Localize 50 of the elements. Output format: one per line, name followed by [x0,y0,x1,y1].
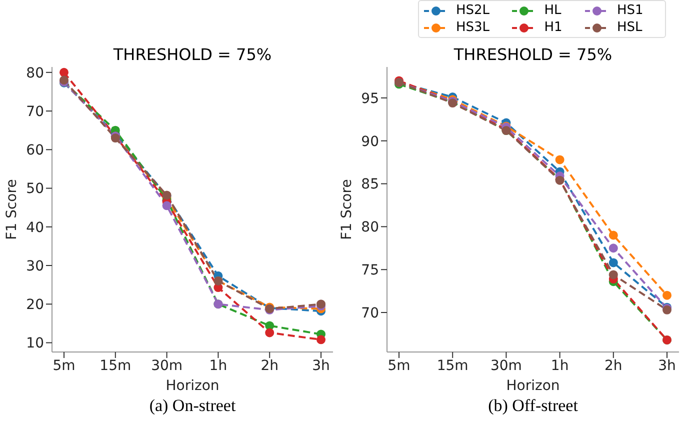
x-tick-label: 1h [209,358,228,374]
x-tick-label: 30m [490,358,522,374]
x-tick-label: 2h [260,358,278,374]
point [608,244,618,253]
point [555,155,564,164]
y-tick-label: 70 [26,104,44,120]
legend-label: HS2L [456,3,490,18]
legend-label: HS3L [456,20,490,35]
x-tick-label: 3h [312,358,330,374]
y-tick-label: 85 [361,176,379,193]
y-tick-label: 95 [361,90,379,107]
y-tick-label: 30 [26,258,44,274]
x-tick-label: 1h [550,358,569,374]
point [265,328,274,338]
y-axis-title: F1 Score [339,179,355,240]
chart-title: THRESHOLD = 75% [452,45,614,64]
x-tick-label: 2h [604,358,622,374]
legend-label: HS1 [616,3,644,18]
y-axis-title: F1 Score [4,179,20,240]
text: (a) On-street [148,396,237,416]
y-tick-label: 90 [361,134,379,150]
y-tick-label: 50 [26,181,44,198]
point [662,290,672,300]
point [60,68,68,77]
y-tick-label: 75 [361,262,379,279]
point [162,201,172,210]
x-tick-label: 3h [658,358,676,374]
x-tick-label: 5m [52,358,76,374]
legend-label: HL [544,3,562,18]
legend-label: HSL [616,20,642,35]
point [608,230,618,240]
y-tick-label: 70 [361,305,379,322]
y-tick-label: 10 [26,336,44,352]
chart-title: THRESHOLD = 75% [112,45,273,64]
x-tick-label: 15m [100,358,132,374]
y-tick-label: 20 [26,297,44,314]
x-tick-label: 15m [436,358,468,374]
y-tick-label: 40 [26,220,44,236]
x-axis-title: Horizon [506,378,560,394]
point [316,335,326,344]
text: (b) Off-street [487,396,579,416]
legend-label: H1 [544,20,562,35]
y-tick-label: 80 [361,220,379,236]
point [608,258,618,268]
x-tick-label: 30m [151,358,183,374]
y-tick-label: 80 [26,65,44,82]
x-axis-title: Horizon [166,378,220,394]
x-tick-label: 5m [388,358,410,374]
y-tick-label: 60 [26,142,44,159]
point [608,270,618,280]
